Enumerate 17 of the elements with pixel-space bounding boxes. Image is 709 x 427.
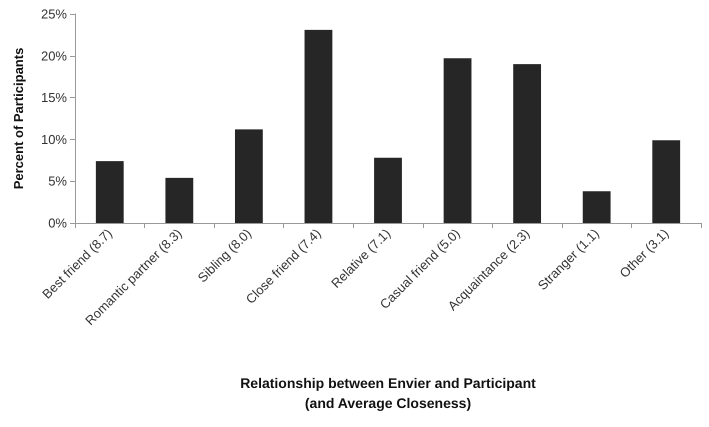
bar: [444, 58, 472, 223]
bar: [513, 64, 542, 223]
x-axis-title: Relationship between Envier and Participant (and Average Closeness): [240, 375, 536, 411]
bar: [234, 129, 263, 223]
bar: [304, 30, 332, 223]
bar: [652, 140, 680, 223]
bar: [374, 158, 402, 223]
y-tick-label: 5%: [48, 174, 68, 189]
y-tick-label: 0%: [48, 216, 68, 230]
bar: [582, 191, 611, 223]
y-tick-label: 25%: [40, 6, 68, 22]
y-tick-label: 20%: [40, 48, 68, 64]
bar: [96, 161, 124, 223]
bar: [165, 178, 194, 223]
y-axis-title: Percent of Participants: [11, 48, 26, 190]
y-tick-label: 10%: [40, 132, 68, 147]
y-tick-label: 15%: [40, 90, 68, 106]
